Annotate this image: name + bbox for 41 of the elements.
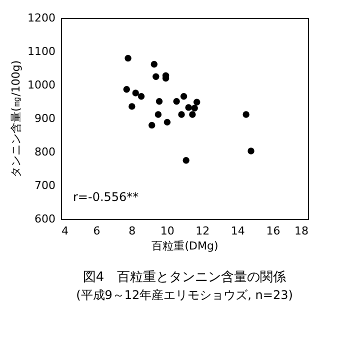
y-tick-label: 1100 <box>28 45 56 58</box>
point <box>180 93 188 100</box>
point <box>189 111 196 118</box>
x-tick-label: 12 <box>196 224 210 238</box>
point <box>123 86 130 93</box>
point <box>182 157 190 164</box>
x-tick-label: 16 <box>266 224 280 238</box>
point <box>242 111 250 118</box>
x-tick-label: 4 <box>62 224 68 238</box>
point <box>148 122 156 129</box>
point <box>150 60 158 68</box>
point <box>248 148 254 154</box>
point <box>138 93 145 100</box>
x-tick-label: 18 <box>294 224 308 238</box>
y-tick-label: 1200 <box>28 12 56 24</box>
point <box>164 118 171 126</box>
x-tick-label: 14 <box>230 224 245 238</box>
y-tick-label: 700 <box>34 179 56 192</box>
x-axis-title: 百粒重(DMg) <box>152 240 218 252</box>
y-axis-title: タンニン含量(㎎/100g) <box>10 60 23 178</box>
text: (平成9～12年産エリモショウズ, n=23) <box>76 288 293 302</box>
y-tick-label: 1000 <box>28 78 56 92</box>
text: 図4 百粒重とタンニン含量の関係 <box>82 270 286 285</box>
annotation: r=-0.556** <box>73 190 139 204</box>
point <box>178 111 185 118</box>
point <box>193 98 200 106</box>
x-tick-label: 10 <box>160 224 174 238</box>
x-tick-label: 6 <box>93 224 100 238</box>
point <box>191 104 198 112</box>
point <box>152 73 160 80</box>
y-tick-label: 800 <box>34 146 56 158</box>
point <box>156 98 163 105</box>
x-tick-label: 8 <box>128 224 136 238</box>
point <box>173 98 180 105</box>
point <box>132 90 139 96</box>
y-tick-label: 900 <box>34 112 56 125</box>
point <box>154 111 162 118</box>
point <box>128 103 136 110</box>
y-tick-label: 600 <box>34 212 56 226</box>
point <box>185 104 192 111</box>
point <box>124 54 132 62</box>
